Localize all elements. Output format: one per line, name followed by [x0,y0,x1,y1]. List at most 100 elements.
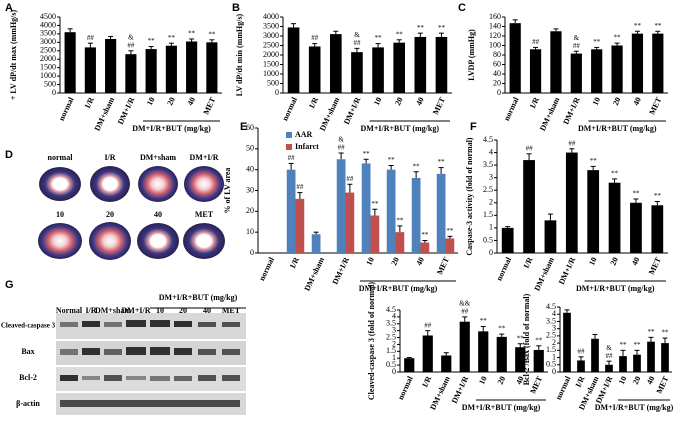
blot-header: DM+I/R+BUT (mg/kg) [159,293,238,302]
bar [436,173,446,253]
y-tick-label: 3000 [263,31,279,40]
y-axis-label: LVDP (mmHg) [467,29,476,81]
x-tick-label: DM+I/R [331,256,352,286]
x-tick-label: 40 [630,256,642,267]
x-tick-label: normal [396,374,415,401]
y-axis-label: Bcl-2 /Bax (fold of normal) [522,293,531,385]
x-tick-label: 40 [514,375,526,386]
group-label: DM+I/R+BUT (mg/kg) [578,124,657,133]
heart-label: MET [195,210,214,219]
significance-label: ** [396,217,404,225]
y-tick-label: 2000 [40,54,56,63]
significance-label: ** [438,24,446,32]
bar [84,47,96,93]
heart-label: I/R [104,153,115,162]
y-tick-label: 1000 [263,69,279,78]
x-tick-label: 10 [372,96,384,107]
y-tick-label: 4000 [263,12,279,21]
bar [608,182,621,253]
bar [459,321,470,372]
x-tick-label: DM+I/R [342,96,363,126]
x-tick-label: 40 [186,96,198,107]
bar [611,45,623,93]
lane-label: Normal [56,306,83,315]
bar [630,202,642,253]
y-tick-label: 4500 [40,12,56,21]
significance-label: ** [375,34,383,42]
x-tick-label: MET [655,374,671,395]
y-tick-label: 20 [493,78,501,87]
y-tick-label: 4.5 [546,302,556,311]
y-tick-label: 3.5 [386,319,396,328]
significance-label: ** [654,22,662,30]
y-tick-label: 100 [489,40,501,49]
y-tick-label: 0 [552,367,556,376]
x-tick-label: I/R [83,96,96,110]
bar [591,49,603,93]
y-tick-label: 60 [246,123,254,132]
significance-label: ** [438,158,446,166]
y-tick-label: 1.5 [386,346,396,355]
x-tick-label: DM+I/R [561,96,582,126]
blot-row-label: β-actin [16,399,40,408]
significance-label: ** [168,34,176,42]
y-tick-label: 1.5 [483,210,493,219]
blot-row-label: Bcl-2 [19,373,37,382]
significance-label: ## [87,34,95,42]
bar [587,170,600,253]
y-tick-label: 0 [250,248,254,257]
x-tick-label: 20 [631,375,643,386]
y-tick-label: 4.5 [386,305,396,314]
bar [523,160,535,253]
x-tick-label: I/R [288,256,301,270]
group-label: DM+I/R+BUT (mg/kg) [360,124,439,133]
significance-label: ** [371,200,379,208]
x-tick-label: DM+sham [93,96,117,133]
bar [330,34,342,93]
y-tick-label: 3.5 [483,160,493,169]
x-tick-label: normal [494,255,513,282]
significance-label: & [128,33,134,41]
significance-label: ## [578,347,586,355]
blot-row-label: Bax [21,347,34,356]
bar [336,159,346,253]
bar [509,23,521,93]
group-label: DM+I/R+BUT (mg/kg) [595,403,674,412]
y-tick-label: 1 [552,352,556,361]
bar [370,215,380,253]
significance-label: ## [288,154,296,162]
significance-label: ** [396,30,404,38]
bar [361,163,371,253]
heart-label: 20 [106,210,114,219]
legend-swatch [286,132,292,138]
x-tick-label: DM+sham [538,96,562,133]
x-tick-label: 20 [608,256,620,267]
y-tick-label: 2.5 [483,185,493,194]
bar [565,152,578,253]
group-label: DM+I/R+BUT (mg/kg) [576,284,655,293]
x-tick-label: DM+sham [532,256,556,293]
y-tick-label: 4.5 [483,135,493,144]
bar [661,343,669,372]
lane-label: MET [222,306,241,315]
y-tick-label: 2500 [263,40,279,49]
y-tick-label: 4 [392,312,396,321]
significance-label: ## [606,352,614,360]
significance-label: ** [590,157,598,165]
bar [145,49,157,93]
y-tick-label: 40 [246,164,254,173]
bar [165,45,177,93]
bar [652,33,664,93]
bar [529,49,542,93]
significance-label: ## [346,175,354,183]
bar [404,358,415,372]
y-tick-label: 2 [552,338,556,347]
y-tick-label: 10 [246,227,254,236]
y-tick-label: 0.5 [386,360,396,369]
significance-label: ** [593,38,601,46]
y-tick-label: 0 [275,88,279,97]
significance-label: ## [296,183,304,191]
x-tick-label: I/R [307,96,320,110]
bar [544,220,557,253]
